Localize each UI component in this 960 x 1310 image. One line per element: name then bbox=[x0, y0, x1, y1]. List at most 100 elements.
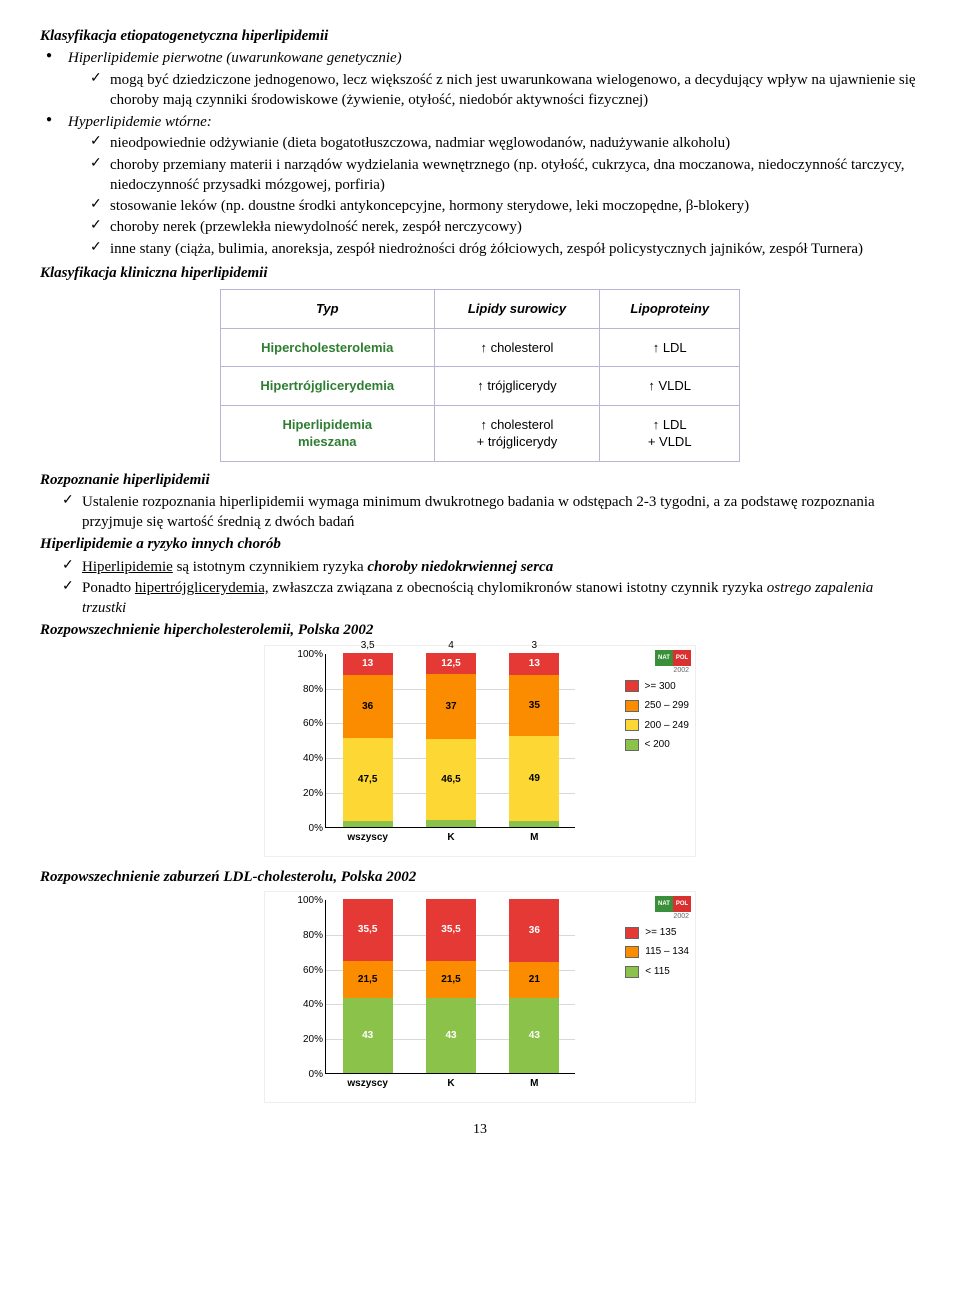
legend-label: 250 – 299 bbox=[645, 699, 690, 713]
bar-segment: 46,5 bbox=[426, 739, 476, 820]
legend-swatch bbox=[625, 739, 639, 751]
x-label: wszyscy bbox=[338, 831, 398, 845]
cell-lipids: ↑ cholesterol + trójglicerydy bbox=[434, 405, 600, 461]
x-label: M bbox=[504, 831, 564, 845]
check-ryzyko-1: Hiperlipidemie są istotnym czynnikiem ry… bbox=[76, 557, 920, 577]
bar-segment: 37 bbox=[426, 674, 476, 738]
table-row: Hipercholesterolemia ↑ cholesterol ↑ LDL bbox=[221, 328, 740, 367]
bar-segment: 49 bbox=[509, 736, 559, 821]
check-pierwotne-1: mogą być dziedziczone jednogenowo, lecz … bbox=[104, 70, 920, 111]
legend-label: 115 – 134 bbox=[645, 945, 689, 959]
row-label: Hiperlipidemia mieszana bbox=[221, 405, 435, 461]
page-number: 13 bbox=[40, 1121, 920, 1140]
x-label: M bbox=[504, 1077, 564, 1091]
legend-swatch bbox=[625, 719, 639, 731]
legend: >= 135 115 – 134 < 115 bbox=[625, 920, 689, 985]
y-tick: 40% bbox=[289, 998, 323, 1012]
th-lipidy: Lipidy surowicy bbox=[434, 290, 600, 329]
bar-segment: 21,5 bbox=[426, 961, 476, 998]
x-label: wszyscy bbox=[338, 1077, 398, 1091]
bar-segment: 43 bbox=[509, 998, 559, 1073]
bar-segment: 35,5 bbox=[426, 899, 476, 961]
check-wtorne-3: stosowanie leków (np. doustne środki ant… bbox=[104, 196, 920, 216]
bar-segment: 12,5 bbox=[426, 653, 476, 675]
bullet-wtorne: Hyperlipidemie wtórne: nieodpowiednie od… bbox=[58, 112, 920, 259]
legend-swatch bbox=[625, 680, 639, 692]
bar-segment: 21 bbox=[509, 962, 559, 999]
check-wtorne-4: choroby nerek (przewlekła niewydolność n… bbox=[104, 217, 920, 237]
y-tick: 40% bbox=[289, 752, 323, 766]
legend-swatch bbox=[625, 966, 639, 978]
bar-top-label: 3,5 bbox=[343, 639, 393, 653]
bullet-pierwotne: Hiperlipidemie pierwotne (uwarunkowane g… bbox=[58, 48, 920, 110]
th-lipoproteiny: Lipoproteiny bbox=[600, 290, 740, 329]
bar-segment: 43 bbox=[343, 998, 393, 1073]
heading-rozpoznanie: Rozpoznanie hiperlipidemii bbox=[40, 470, 920, 490]
y-tick: 20% bbox=[289, 1033, 323, 1047]
heading-ryzyko: Hiperlipidemie a ryzyko innych chorób bbox=[40, 534, 920, 554]
bar-top-label: 3 bbox=[509, 639, 559, 653]
natpol-logo: NATPOL bbox=[655, 650, 691, 666]
legend-label: >= 135 bbox=[645, 926, 676, 940]
legend-swatch bbox=[625, 946, 639, 958]
bullets-etio: Hiperlipidemie pierwotne (uwarunkowane g… bbox=[40, 48, 920, 259]
bar-segment: 21,5 bbox=[343, 961, 393, 998]
check-wtorne-5: inne stany (ciąża, bulimia, anoreksja, z… bbox=[104, 239, 920, 259]
ry1-a: Hiperlipidemie bbox=[82, 559, 173, 575]
legend-swatch bbox=[625, 700, 639, 712]
y-tick: 60% bbox=[289, 717, 323, 731]
legend-label: >= 300 bbox=[645, 680, 676, 694]
bar-M: 1335493 bbox=[509, 653, 559, 827]
cell-lipo: ↑ LDL + VLDL bbox=[600, 405, 740, 461]
bar-top-label: 4 bbox=[426, 639, 476, 653]
bar-segment: 13 bbox=[343, 653, 393, 676]
ry1-b: są istotnym czynnikiem ryzyka bbox=[173, 559, 368, 575]
x-label: K bbox=[421, 1077, 481, 1091]
bar-segment: 47,5 bbox=[343, 738, 393, 821]
bullet-wtorne-label: Hyperlipidemie wtórne: bbox=[68, 114, 212, 130]
cell-lipo: ↑ LDL bbox=[600, 328, 740, 367]
bar-segment: 35 bbox=[509, 675, 559, 736]
bar-segment bbox=[343, 821, 393, 827]
row-label: Hipertrójglicerydemia bbox=[221, 367, 435, 406]
bar-segment bbox=[509, 821, 559, 826]
heading-klasyfikacja-etio: Klasyfikacja etiopatogenetyczna hiperlip… bbox=[40, 26, 920, 46]
cell-lipids: ↑ trójglicerydy bbox=[434, 367, 600, 406]
bar-segment: 13 bbox=[509, 653, 559, 676]
bar-segment: 36 bbox=[509, 899, 559, 962]
ry2-c: zwłaszcza związana z obecnością chylomik… bbox=[269, 580, 767, 596]
check-ryzyko-2: Ponadto hipertrójglicerydemia, zwłaszcza… bbox=[76, 578, 920, 619]
y-tick: 60% bbox=[289, 964, 323, 978]
table-row: Hipertrójglicerydemia ↑ trójglicerydy ↑ … bbox=[221, 367, 740, 406]
natpol-logo: NATPOL bbox=[655, 896, 691, 912]
check-wtorne-2: choroby przemiany materii i narządów wyd… bbox=[104, 155, 920, 196]
y-tick: 0% bbox=[289, 1068, 323, 1082]
bar-segment: 35,5 bbox=[343, 899, 393, 961]
y-tick: 100% bbox=[289, 894, 323, 908]
bar-segment: 43 bbox=[426, 998, 476, 1073]
legend: >= 300 250 – 299 200 – 249 < 200 bbox=[625, 674, 690, 758]
bar-K: 35,521,543 bbox=[426, 899, 476, 1073]
bar-segment: 36 bbox=[343, 675, 393, 738]
legend-label: < 200 bbox=[645, 738, 670, 752]
table-row: Hiperlipidemia mieszana ↑ cholesterol + … bbox=[221, 405, 740, 461]
heading-chart1: Rozpowszechnienie hipercholesterolemii, … bbox=[40, 620, 920, 640]
heading-klasyfikacja-klin: Klasyfikacja kliniczna hiperlipidemii bbox=[40, 263, 920, 283]
check-rozpoznanie: Ustalenie rozpoznania hiperlipidemii wym… bbox=[76, 492, 920, 533]
bullet-pierwotne-label: Hiperlipidemie pierwotne (uwarunkowane g… bbox=[68, 50, 402, 66]
legend-label: < 115 bbox=[645, 965, 670, 979]
y-tick: 100% bbox=[289, 648, 323, 662]
classification-table: Typ Lipidy surowicy Lipoproteiny Hiperch… bbox=[220, 289, 740, 462]
x-label: K bbox=[421, 831, 481, 845]
bar-segment bbox=[426, 820, 476, 827]
chart-ldl: NATPOL20020%20%40%60%80%100%35,521,543ws… bbox=[264, 891, 696, 1103]
check-wtorne-1: nieodpowiednie odżywianie (dieta bogatot… bbox=[104, 133, 920, 153]
bar-M: 362143 bbox=[509, 899, 559, 1073]
y-tick: 20% bbox=[289, 787, 323, 801]
bar-K: 12,53746,54 bbox=[426, 653, 476, 827]
legend-label: 200 – 249 bbox=[645, 719, 690, 733]
chart-hipercholesterolemia: NATPOL20020%20%40%60%80%100%133647,53,5w… bbox=[264, 645, 696, 857]
ry2-a: Ponadto bbox=[82, 580, 135, 596]
ry2-b: hipertrójglicerydemia, bbox=[135, 580, 269, 596]
y-tick: 80% bbox=[289, 683, 323, 697]
